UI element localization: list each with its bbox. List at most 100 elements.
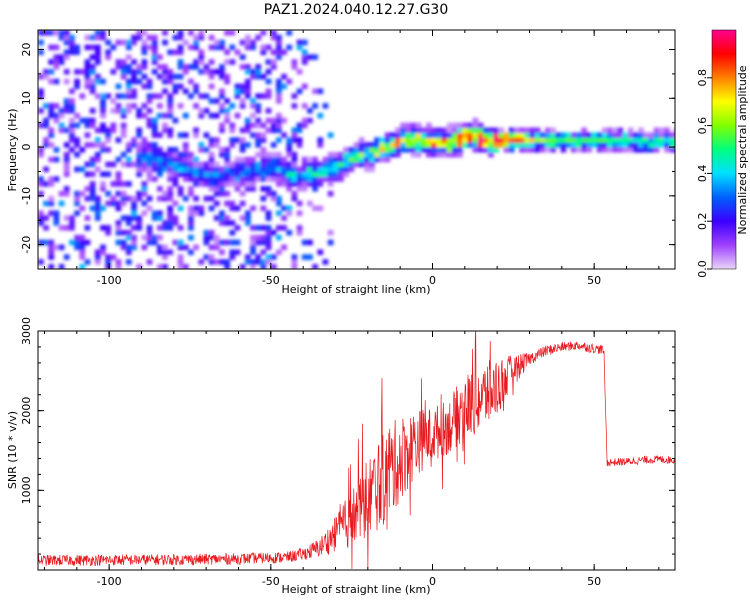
spectrogram-cell bbox=[172, 147, 179, 153]
spectrogram-cell bbox=[353, 151, 360, 158]
spectrogram-cell bbox=[467, 132, 474, 138]
spectrogram-cell bbox=[260, 93, 267, 99]
spectrogram-cell bbox=[270, 34, 277, 41]
spectrogram-cell bbox=[250, 132, 256, 138]
spectrogram-cell bbox=[291, 132, 298, 138]
x-tick-label: -50 bbox=[262, 274, 280, 287]
spectrogram-cell bbox=[224, 166, 231, 173]
spectrogram-cell bbox=[38, 39, 44, 46]
spectrogram-cell bbox=[141, 186, 148, 192]
spectrogram-cell bbox=[250, 122, 256, 129]
spectrogram-cell bbox=[307, 161, 313, 168]
spectrogram-cell bbox=[503, 137, 510, 143]
spectrogram-cell bbox=[125, 69, 132, 75]
spectrogram-cell bbox=[182, 195, 189, 202]
spectrogram-cell bbox=[115, 205, 122, 212]
spectrogram-cell bbox=[48, 181, 55, 187]
colorbar: 0.0 0.2 0.4 0.6 0.8 Normalized spectral ampl… bbox=[696, 29, 749, 278]
spectrogram-cell bbox=[156, 244, 163, 251]
spectrogram-cell bbox=[162, 166, 168, 173]
spectrogram-cell bbox=[151, 215, 158, 221]
spectrogram-cell bbox=[115, 103, 122, 109]
spectrogram-cell bbox=[555, 137, 562, 143]
spectrogram-cell bbox=[224, 239, 231, 246]
spectrogram-cell bbox=[146, 225, 153, 231]
spectrogram-cell bbox=[301, 166, 308, 173]
spectrogram-cell bbox=[105, 200, 112, 207]
spectrogram-cell bbox=[291, 264, 298, 269]
spectrogram-cell bbox=[622, 137, 629, 143]
spectrogram-cell bbox=[125, 220, 132, 226]
spectrogram-cell bbox=[348, 161, 355, 168]
x-tick-label: 0 bbox=[429, 274, 436, 287]
spectrogram-cell bbox=[327, 176, 334, 182]
spectrogram-cell bbox=[410, 122, 417, 129]
spectrogram-cell bbox=[100, 78, 106, 85]
spectrogram-cell bbox=[260, 30, 267, 36]
spectrogram-cell bbox=[405, 122, 412, 129]
spectrogram-cell bbox=[115, 220, 122, 226]
spectrogram-cell bbox=[363, 151, 370, 158]
spectrogram-cell bbox=[405, 132, 412, 138]
spectrogram-cell bbox=[193, 195, 199, 202]
spectrogram-cell bbox=[529, 147, 536, 153]
spectrogram-cell bbox=[89, 34, 96, 41]
spectrogram-cell bbox=[239, 137, 246, 143]
spectrogram-cell bbox=[653, 137, 660, 143]
spectrogram-cell bbox=[94, 166, 101, 173]
spectrogram-cell bbox=[188, 220, 194, 226]
spectrogram-cell bbox=[131, 200, 137, 207]
spectrogram-cell bbox=[63, 127, 70, 134]
spectrogram-cell bbox=[327, 239, 334, 246]
spectrogram-cell bbox=[100, 103, 106, 109]
spectrogram-cell bbox=[239, 166, 246, 173]
spectrogram-cell bbox=[69, 88, 75, 95]
spectrogram-cell bbox=[431, 137, 437, 143]
spectrogram-cell bbox=[648, 132, 655, 138]
spectrogram-cell bbox=[120, 132, 127, 138]
spectrogram-cell bbox=[275, 171, 282, 177]
spectrogram-cell bbox=[162, 249, 168, 255]
spectrogram-cell bbox=[343, 156, 350, 163]
spectrogram-cell bbox=[115, 200, 122, 207]
spectrogram-cell bbox=[358, 156, 365, 163]
spectrogram-cell bbox=[234, 137, 241, 143]
spectrogram-cell bbox=[203, 176, 210, 182]
spectrogram-cell bbox=[208, 69, 215, 75]
spectrogram-cell bbox=[208, 244, 215, 251]
spectrogram-cell bbox=[234, 156, 241, 163]
spectrogram-cell bbox=[260, 171, 267, 177]
spectrogram-cell bbox=[219, 103, 225, 109]
spectrogram-cell bbox=[79, 249, 86, 255]
spectrogram-cell bbox=[275, 34, 282, 41]
spectrogram-cell bbox=[462, 122, 469, 129]
spectrogram-cell bbox=[534, 127, 541, 134]
spectrogram-cell bbox=[250, 103, 256, 109]
spectrogram-cell bbox=[472, 132, 479, 138]
spectrogram-cell bbox=[193, 205, 199, 212]
spectrogram-cell bbox=[612, 147, 619, 153]
spectrogram-cell bbox=[48, 195, 55, 202]
spectrogram-cell bbox=[658, 127, 665, 134]
spectrogram-cell bbox=[100, 122, 106, 129]
spectrogram-cell bbox=[156, 249, 163, 255]
spectrogram-cell bbox=[208, 151, 215, 158]
spectrogram-cell bbox=[255, 103, 262, 109]
spectrogram-cell bbox=[188, 171, 194, 177]
spectrogram-cell bbox=[394, 137, 401, 143]
spectrogram-cell bbox=[69, 103, 75, 109]
spectrogram-cell bbox=[172, 181, 179, 187]
spectrogram-cell bbox=[446, 137, 453, 143]
spectrogram-cell bbox=[353, 142, 360, 148]
spectrogram-cell bbox=[493, 132, 500, 138]
spectrogram-cell bbox=[260, 161, 267, 168]
spectrogram-cell bbox=[250, 73, 256, 80]
spectrogram-cell bbox=[457, 132, 463, 138]
spectrogram-cell bbox=[529, 142, 536, 148]
spectrogram-cell bbox=[48, 249, 55, 255]
spectrogram-cell bbox=[493, 137, 500, 143]
spectrogram-cell bbox=[255, 234, 262, 241]
spectrogram-cell bbox=[229, 127, 236, 134]
spectrogram-cell bbox=[275, 54, 282, 60]
spectrogram-cell bbox=[208, 161, 215, 168]
